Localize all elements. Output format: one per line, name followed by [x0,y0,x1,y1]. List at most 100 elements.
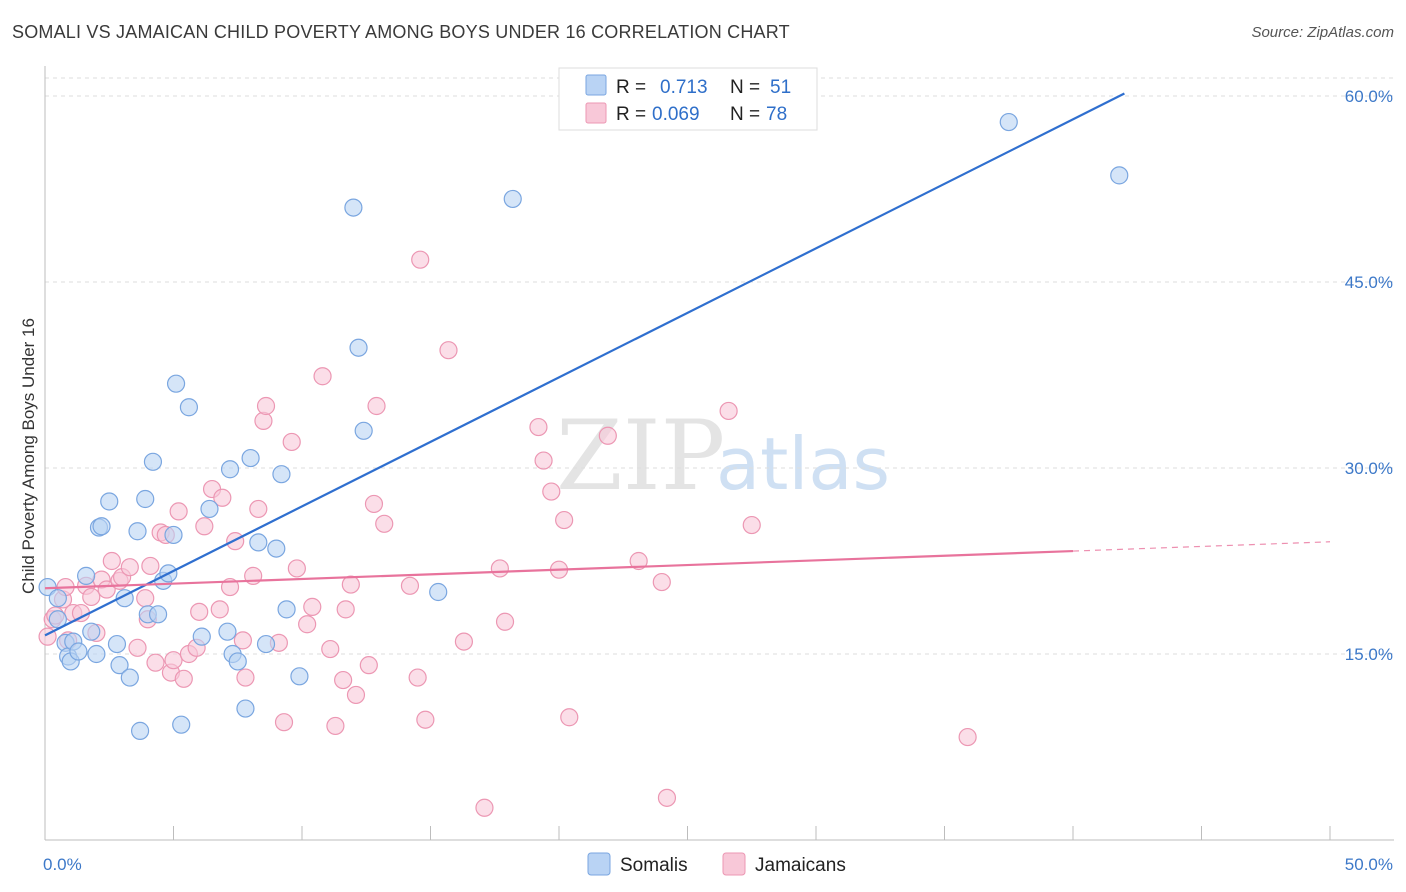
chart-title: SOMALI VS JAMAICAN CHILD POVERTY AMONG B… [12,22,790,42]
somali-point [166,374,186,393]
jamaican-point [555,510,574,530]
legend-swatch-somalis [585,74,607,96]
somali-point [429,582,448,602]
bottom-legend-label-jamaicans: Jamaicans [755,855,846,876]
somali-point [120,668,139,687]
legend-r-value-somalis: 0.713 [660,77,708,98]
jamaican-point [359,656,378,675]
jamaican-point [256,396,276,416]
jamaican-point [303,597,322,616]
somali-point [256,634,276,654]
source-label: Source: ZipAtlas.com [1251,24,1394,41]
somali-point [241,448,260,468]
y-tick-label: 30.0% [1345,459,1393,478]
jamaican-point [313,367,332,386]
somali-point [236,699,255,718]
legend-n-label-somalis: N = [730,77,760,98]
somali-point [69,642,88,661]
trend-lines [44,92,1331,637]
somali-point [999,112,1018,132]
jamaican-point [120,558,139,577]
jamaican-point [326,716,345,736]
somali-point [503,189,522,209]
legend-r-value-jamaicans: 0.069 [652,104,700,125]
x-tick-label: 50.0% [1345,855,1393,874]
jamaican-point [141,556,160,576]
jamaican-point [102,551,121,571]
jamaican-point [321,639,340,659]
jamaican-point [742,515,761,535]
somali-point [110,656,129,675]
jamaican-point [529,417,548,437]
somali-point [290,667,309,686]
somali-point [200,499,219,519]
jamaican-point [336,600,355,619]
somali-point [107,634,127,654]
jamaican-point [408,668,427,687]
jamaican-point [128,638,147,657]
jamaican-point [249,499,268,519]
jamaican-point [287,559,306,578]
jamaican-point [534,451,553,470]
somalis-trend-line [44,92,1125,637]
legend-n-value-jamaicans: 78 [766,104,787,125]
somali-point [143,452,163,471]
y-tick-label: 45.0% [1345,273,1393,292]
jamaican-point [195,517,214,536]
legend-swatch-jamaicans [585,102,607,124]
jamaican-point [958,727,977,747]
somalis-points [38,112,1129,740]
jamaican-point [598,426,617,445]
jamaican-point [367,396,386,416]
somali-point [179,398,199,417]
jamaican-point [82,587,101,607]
legend-r-label-jamaicans: R = [616,104,646,125]
somali-point [92,517,111,536]
y-tick-label: 15.0% [1345,645,1393,664]
bottom-legend-swatch-somalis [587,852,611,876]
somali-point [344,198,363,217]
jamaican-point [146,653,165,672]
jamaican-point [210,600,229,619]
jamaican-point [411,250,430,269]
somali-point [87,644,106,664]
jamaican-point [136,589,155,608]
jamaican-point [274,713,294,732]
jamaican-point [346,685,366,705]
jamaican-point [542,482,561,501]
somali-point [136,489,155,509]
somali-point [172,715,191,734]
bottom-legend-label-somalis: Somalis [620,855,688,876]
somali-point [220,460,240,479]
stats-legend: R = 0.713 N = 51 R = 0.069 N = 78 [558,67,818,131]
somali-point [272,465,291,484]
somali-point [77,566,96,585]
somali-point [277,600,296,619]
jamaicans-trend-extension [1072,541,1331,552]
jamaican-point [475,798,494,817]
watermark-atlas: atlas [716,422,890,506]
jamaican-point [236,668,255,687]
jamaican-point [439,341,458,360]
somali-point [249,533,268,552]
jamaican-point [174,669,193,688]
jamaican-point [652,572,671,592]
jamaican-point [560,708,579,727]
jamaican-point [254,411,273,430]
jamaican-point [213,488,232,507]
y-tick-label: 60.0% [1345,87,1393,106]
somali-point [192,627,211,646]
somali-point [228,652,247,671]
gridlines [45,77,1394,655]
watermark-zip: ZIP [556,400,725,512]
jamaican-point [490,559,509,578]
somali-point [130,721,150,740]
jamaican-point [719,401,738,421]
jamaican-point [375,514,394,533]
jamaican-point [71,603,91,623]
somali-point [82,622,101,641]
jamaican-point [364,494,384,514]
somali-point [100,492,119,511]
jamaican-point [629,551,648,571]
jamaican-point [454,632,474,651]
